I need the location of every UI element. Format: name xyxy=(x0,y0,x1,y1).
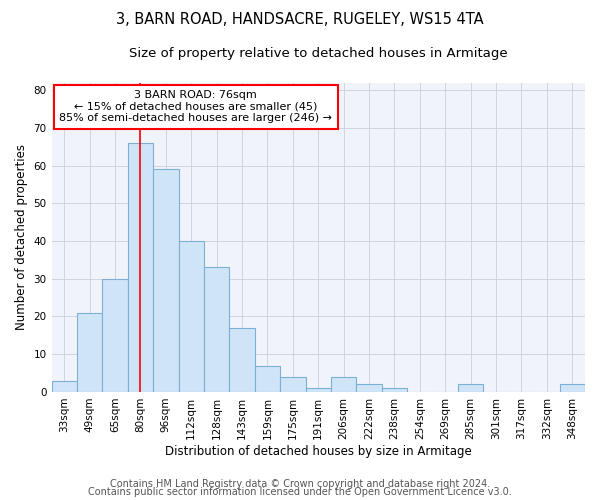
X-axis label: Distribution of detached houses by size in Armitage: Distribution of detached houses by size … xyxy=(165,444,472,458)
Text: 3 BARN ROAD: 76sqm
← 15% of detached houses are smaller (45)
85% of semi-detache: 3 BARN ROAD: 76sqm ← 15% of detached hou… xyxy=(59,90,332,124)
Text: 3, BARN ROAD, HANDSACRE, RUGELEY, WS15 4TA: 3, BARN ROAD, HANDSACRE, RUGELEY, WS15 4… xyxy=(116,12,484,28)
Bar xyxy=(153,170,179,392)
Bar xyxy=(255,366,280,392)
Bar xyxy=(103,278,128,392)
Bar xyxy=(331,377,356,392)
Bar xyxy=(305,388,331,392)
Title: Size of property relative to detached houses in Armitage: Size of property relative to detached ho… xyxy=(129,48,508,60)
Bar xyxy=(204,268,229,392)
Bar xyxy=(382,388,407,392)
Bar xyxy=(77,312,103,392)
Bar xyxy=(179,241,204,392)
Bar xyxy=(52,380,77,392)
Text: Contains HM Land Registry data © Crown copyright and database right 2024.: Contains HM Land Registry data © Crown c… xyxy=(110,479,490,489)
Bar xyxy=(356,384,382,392)
Bar xyxy=(280,377,305,392)
Bar xyxy=(560,384,585,392)
Bar xyxy=(229,328,255,392)
Y-axis label: Number of detached properties: Number of detached properties xyxy=(15,144,28,330)
Bar xyxy=(458,384,484,392)
Text: Contains public sector information licensed under the Open Government Licence v3: Contains public sector information licen… xyxy=(88,487,512,497)
Bar xyxy=(128,143,153,392)
